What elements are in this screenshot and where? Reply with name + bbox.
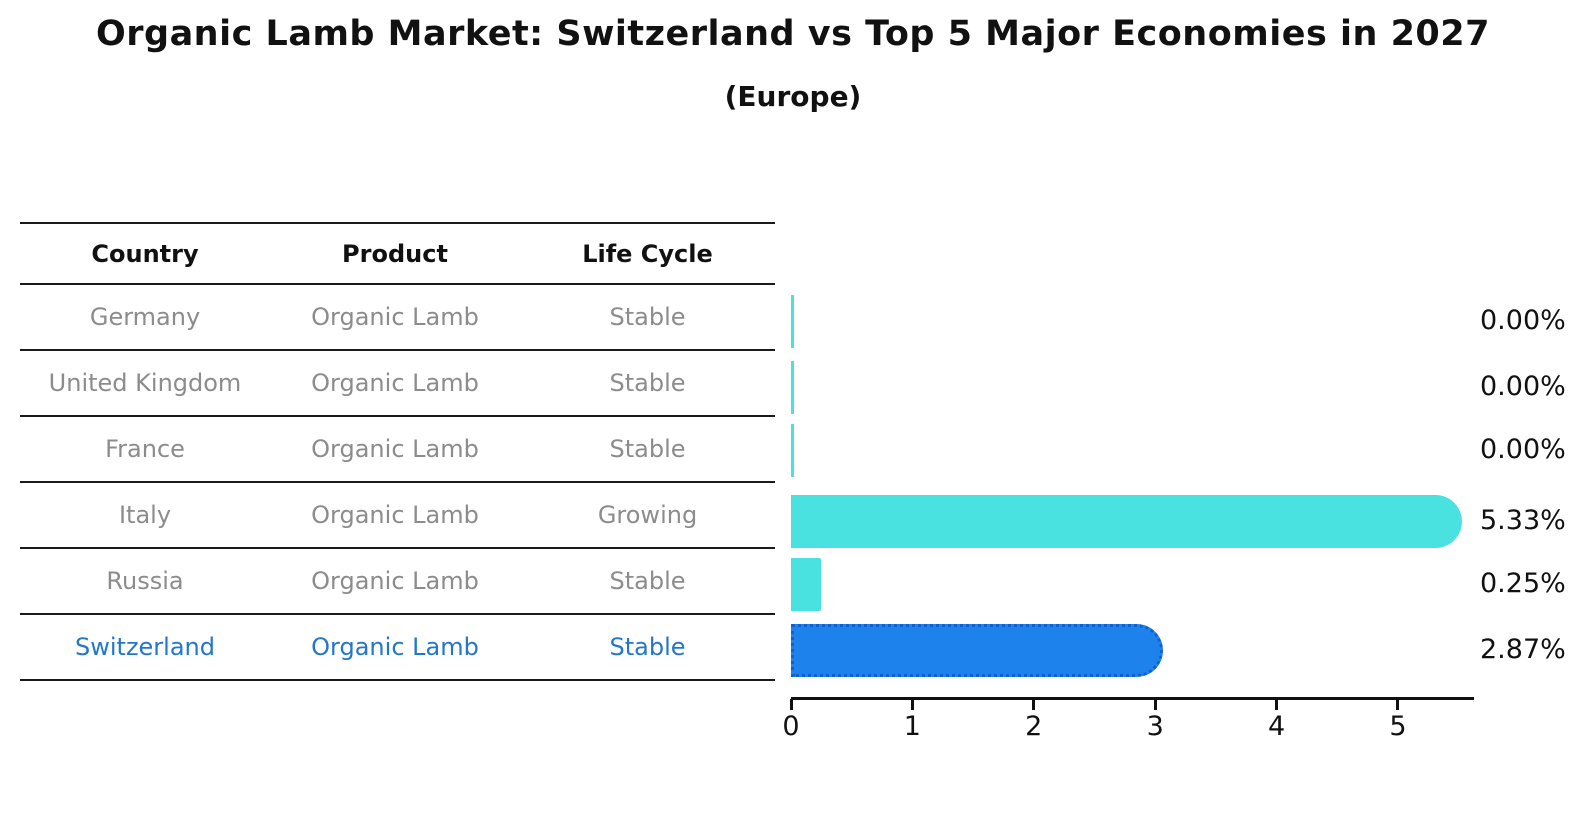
x-axis-tick — [1153, 699, 1157, 710]
cell-product: Organic Lamb — [311, 567, 479, 595]
page-title: Organic Lamb Market: Switzerland vs Top … — [96, 14, 1490, 54]
page-subtitle: (Europe) — [724, 80, 862, 113]
bar-value-label: 5.33% — [1480, 505, 1566, 536]
x-axis-tick — [789, 699, 793, 710]
cell-product: Organic Lamb — [311, 303, 479, 331]
table-row: Italy Organic Lamb Growing — [20, 483, 775, 549]
bar-united-kingdom — [791, 360, 794, 414]
x-axis-tick-label: 2 — [1025, 711, 1043, 742]
x-axis-tick-label: 5 — [1389, 711, 1407, 742]
x-axis-tick-label: 4 — [1267, 711, 1286, 742]
table-row: Switzerland Organic Lamb Stable — [20, 615, 775, 681]
header-cell-country: Country — [91, 239, 199, 268]
cell-country: Italy — [118, 501, 172, 529]
cell-life-cycle: Stable — [609, 303, 686, 331]
cell-country: Russia — [106, 567, 184, 595]
bar-germany — [791, 294, 794, 348]
bar-italy — [791, 494, 1462, 548]
x-axis-tick-label: 3 — [1146, 711, 1164, 742]
bar-value-label: 0.25% — [1480, 568, 1566, 599]
cell-product: Organic Lamb — [311, 435, 479, 463]
cell-country: United Kingdom — [48, 369, 242, 397]
x-axis-line — [791, 697, 1474, 700]
table-row: France Organic Lamb Stable — [20, 417, 775, 483]
x-axis-tick-label: 1 — [903, 711, 921, 742]
cell-life-cycle: Stable — [609, 567, 686, 595]
cell-country: Switzerland — [75, 633, 215, 661]
cell-life-cycle: Stable — [609, 435, 686, 463]
data-table: Country Product Life Cycle Germany Organic L… — [20, 222, 775, 681]
bar-value-label: 2.87% — [1480, 634, 1566, 665]
bar-value-label: 0.00% — [1480, 305, 1566, 336]
table-row: Germany Organic Lamb Stable — [20, 285, 775, 351]
cell-life-cycle: Stable — [609, 633, 686, 661]
bar-russia — [791, 557, 822, 611]
x-axis-tick — [1275, 699, 1279, 710]
cell-country: France — [105, 435, 185, 463]
cell-product: Organic Lamb — [311, 369, 479, 397]
table-row: United Kingdom Organic Lamb Stable — [20, 351, 775, 417]
bar-switzerland — [791, 623, 1164, 677]
x-axis-tick — [1396, 699, 1400, 710]
cell-life-cycle: Growing — [597, 501, 698, 529]
bar-value-label: 0.00% — [1480, 371, 1566, 402]
table-row: Russia Organic Lamb Stable — [20, 549, 775, 615]
cell-country: Germany — [89, 303, 201, 331]
cell-life-cycle: Stable — [609, 369, 686, 397]
header-cell-life-cycle: Life Cycle — [582, 239, 713, 268]
bar-chart — [791, 222, 1472, 697]
bar-value-label: 0.00% — [1480, 434, 1566, 465]
cell-product: Organic Lamb — [311, 633, 479, 661]
table-header-row: Country Product Life Cycle — [20, 224, 775, 285]
x-axis-tick-label: 0 — [782, 711, 800, 742]
cell-product: Organic Lamb — [311, 501, 479, 529]
x-axis-tick — [1032, 699, 1036, 710]
x-axis-tick — [910, 699, 914, 710]
bar-france — [791, 423, 794, 477]
header-cell-product: Product — [342, 239, 448, 268]
